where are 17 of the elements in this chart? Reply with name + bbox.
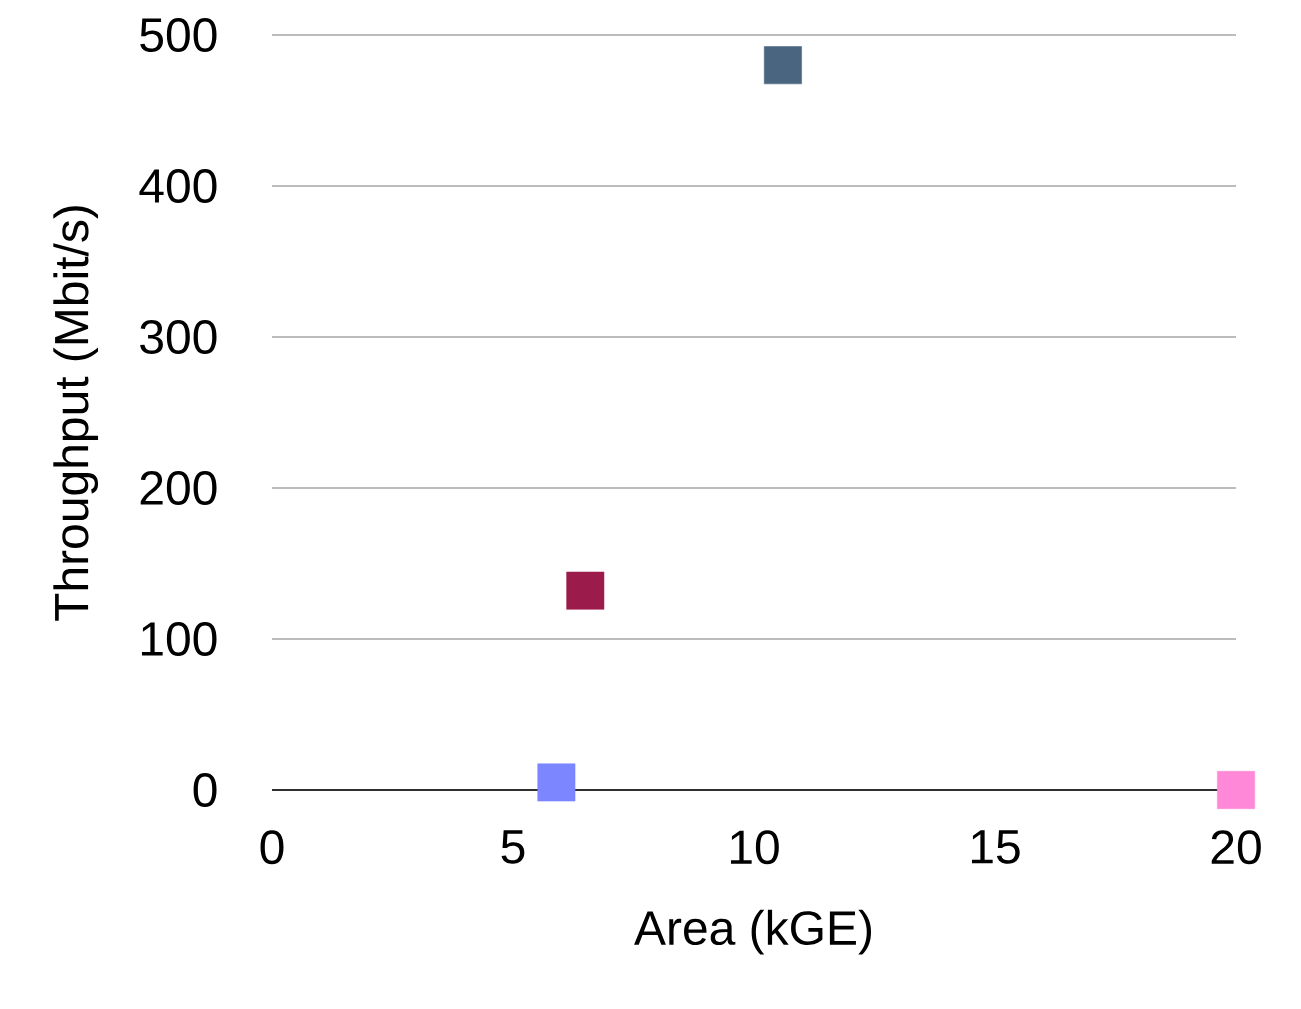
- point: [566, 571, 605, 610]
- x-tick-label: 0: [260, 830, 284, 865]
- x-axis-title: Area (kGE): [634, 909, 872, 955]
- point: [763, 46, 802, 85]
- y-tick-label: 0: [193, 773, 217, 807]
- x-tick-label: 5: [501, 830, 525, 864]
- x-tick-label: 15: [971, 830, 1020, 864]
- y-tick-label: 100: [141, 622, 217, 656]
- y-tick-label: 500: [140, 18, 217, 52]
- x-tick-label: 20: [1211, 830, 1261, 865]
- point: [1217, 771, 1255, 809]
- y-tick-label: 300: [140, 320, 217, 354]
- y-tick-label: 400: [139, 169, 217, 203]
- x-tick-label: 10: [730, 830, 779, 865]
- y-axis-title: Throughput (Mbit/s): [53, 206, 99, 621]
- point: [537, 763, 576, 802]
- y-tick-label: 200: [140, 471, 217, 505]
